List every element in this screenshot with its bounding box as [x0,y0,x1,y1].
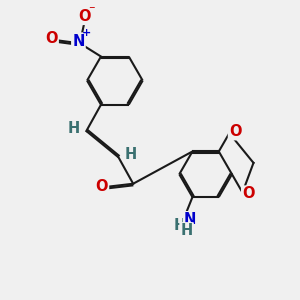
Text: O: O [242,187,255,202]
Text: H: H [125,147,137,162]
Text: O: O [96,179,108,194]
Text: ⁻: ⁻ [88,4,95,17]
Text: +: + [82,28,91,38]
Text: O: O [78,9,91,24]
Text: O: O [45,32,58,46]
Text: N: N [184,212,196,227]
Text: O: O [229,124,242,139]
Text: H: H [181,223,193,238]
Text: H: H [68,121,80,136]
Text: N: N [72,34,85,49]
Text: H: H [174,218,186,233]
